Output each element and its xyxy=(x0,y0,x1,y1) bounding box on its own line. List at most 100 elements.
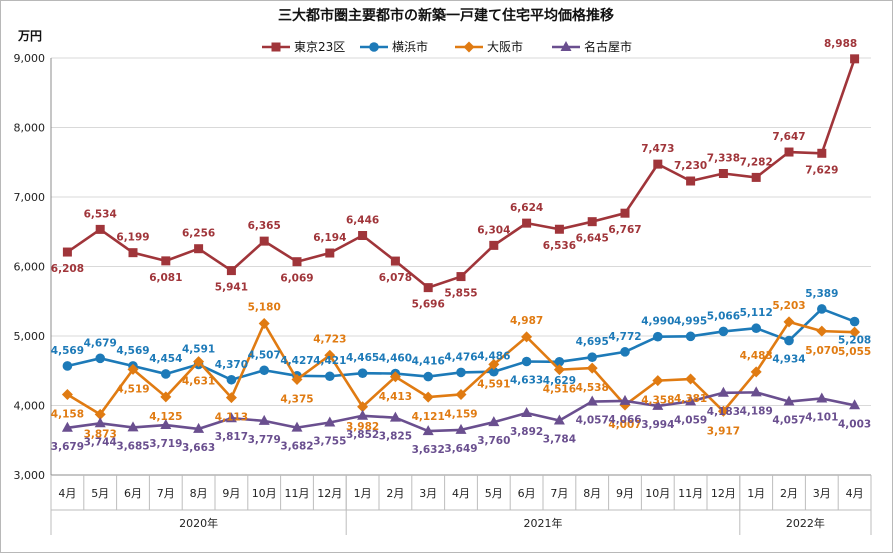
data-point xyxy=(61,421,73,432)
data-point xyxy=(357,368,368,378)
x-tick-label: 9月 xyxy=(616,487,634,500)
data-point xyxy=(422,425,434,436)
data-label: 3,682 xyxy=(280,441,313,453)
data-point xyxy=(422,391,434,403)
data-point xyxy=(423,371,434,382)
data-point xyxy=(455,423,467,434)
data-point xyxy=(193,422,205,433)
y-tick-label: 4,000 xyxy=(14,400,46,413)
data-label: 3,755 xyxy=(313,436,346,448)
data-label: 4,416 xyxy=(412,356,445,368)
data-label: 4,516 xyxy=(543,384,576,396)
data-point xyxy=(324,349,336,361)
data-label: 5,066 xyxy=(707,310,740,322)
x-tick-label: 8月 xyxy=(190,487,208,500)
data-label: 4,413 xyxy=(379,391,412,403)
data-point xyxy=(127,421,139,432)
data-label: 3,817 xyxy=(215,431,248,443)
data-point xyxy=(587,217,597,227)
data-label: 4,695 xyxy=(576,336,609,348)
x-tick-label: 11月 xyxy=(678,487,703,500)
gridlines xyxy=(51,57,871,406)
data-label: 3,852 xyxy=(346,429,379,441)
data-point xyxy=(817,304,827,314)
data-point xyxy=(225,392,237,404)
data-label: 3,917 xyxy=(707,425,740,437)
data-label: 4,454 xyxy=(149,353,182,365)
legend-marker xyxy=(560,41,572,51)
data-point xyxy=(620,208,630,218)
data-point xyxy=(751,172,761,182)
y-tick-label: 5,000 xyxy=(14,330,46,343)
data-label: 5,180 xyxy=(248,301,281,313)
data-point xyxy=(717,405,729,417)
data-point xyxy=(62,247,72,257)
series-line-0 xyxy=(66,58,856,289)
data-label: 4,995 xyxy=(674,315,707,327)
y-tick-labels: 3,000 4,000 5,000 6,000 7,000 8,000 9,000 xyxy=(14,52,46,482)
x-tick-label: 4月 xyxy=(58,487,76,500)
data-point xyxy=(291,421,303,432)
data-label: 4,990 xyxy=(641,316,674,328)
data-label: 4,121 xyxy=(412,411,445,423)
y-tick-label: 6,000 xyxy=(14,261,46,274)
y-tick-label: 3,000 xyxy=(14,469,46,482)
data-point xyxy=(784,147,794,157)
data-point xyxy=(194,244,204,254)
year-label: 2021年 xyxy=(524,516,563,530)
data-label: 7,647 xyxy=(772,131,805,143)
data-label: 4,370 xyxy=(215,359,248,371)
data-point xyxy=(161,369,171,379)
x-tick-label: 1月 xyxy=(747,487,765,500)
data-label: 3,892 xyxy=(510,426,543,438)
data-label: 6,256 xyxy=(182,228,215,240)
data-label: 4,113 xyxy=(215,412,248,424)
data-point xyxy=(751,323,761,334)
x-tick-label: 3月 xyxy=(813,487,831,500)
data-point xyxy=(389,411,401,422)
data-point xyxy=(653,159,663,169)
y-tick-label: 8,000 xyxy=(14,122,46,135)
data-label: 6,365 xyxy=(248,220,281,232)
x-tick-label: 5月 xyxy=(485,487,503,500)
data-point xyxy=(554,224,564,234)
x-tick-label: 5月 xyxy=(91,487,109,500)
legend: 東京23区 横浜市 大阪市 名古屋市 xyxy=(262,39,632,54)
year-label: 2022年 xyxy=(786,516,825,530)
data-point xyxy=(587,352,597,362)
data-label: 4,569 xyxy=(51,345,84,357)
data-point xyxy=(489,366,499,377)
data-point xyxy=(488,358,500,370)
data-label: 3,982 xyxy=(346,421,379,433)
data-label: 4,057 xyxy=(772,415,805,427)
data-label: 4,679 xyxy=(84,337,117,349)
data-label: 4,159 xyxy=(444,408,477,420)
x-tick-label: 4月 xyxy=(452,487,470,500)
data-point xyxy=(259,236,269,246)
data-point xyxy=(816,325,828,337)
data-label: 6,624 xyxy=(510,202,543,214)
data-label: 3,649 xyxy=(444,443,477,455)
data-label: 5,055 xyxy=(838,346,871,358)
data-point xyxy=(488,416,500,427)
data-label: 3,760 xyxy=(477,435,510,447)
data-label: 6,194 xyxy=(313,232,346,244)
x-tick-labels: 4月 5月 6月 7月 8月 9月 10月 11月 12月 1月 2月 3月 4月 5月 6月 7月 8月 9月 1… xyxy=(58,487,863,500)
data-point xyxy=(586,362,598,374)
data-point xyxy=(94,417,106,428)
data-label: 5,203 xyxy=(772,300,805,312)
legend-label: 大阪市 xyxy=(487,39,523,54)
data-label: 4,629 xyxy=(543,375,576,387)
data-label: 6,767 xyxy=(608,224,641,236)
data-point xyxy=(685,373,697,385)
data-point xyxy=(849,399,861,410)
data-label: 4,483 xyxy=(740,350,773,362)
data-label: 4,460 xyxy=(379,353,412,365)
data-label: 4,591 xyxy=(477,378,510,390)
data-label: 6,304 xyxy=(477,224,510,236)
data-point xyxy=(718,169,728,179)
data-point xyxy=(226,266,236,276)
data-point xyxy=(225,412,237,423)
data-point xyxy=(849,316,860,327)
data-point xyxy=(456,272,466,282)
